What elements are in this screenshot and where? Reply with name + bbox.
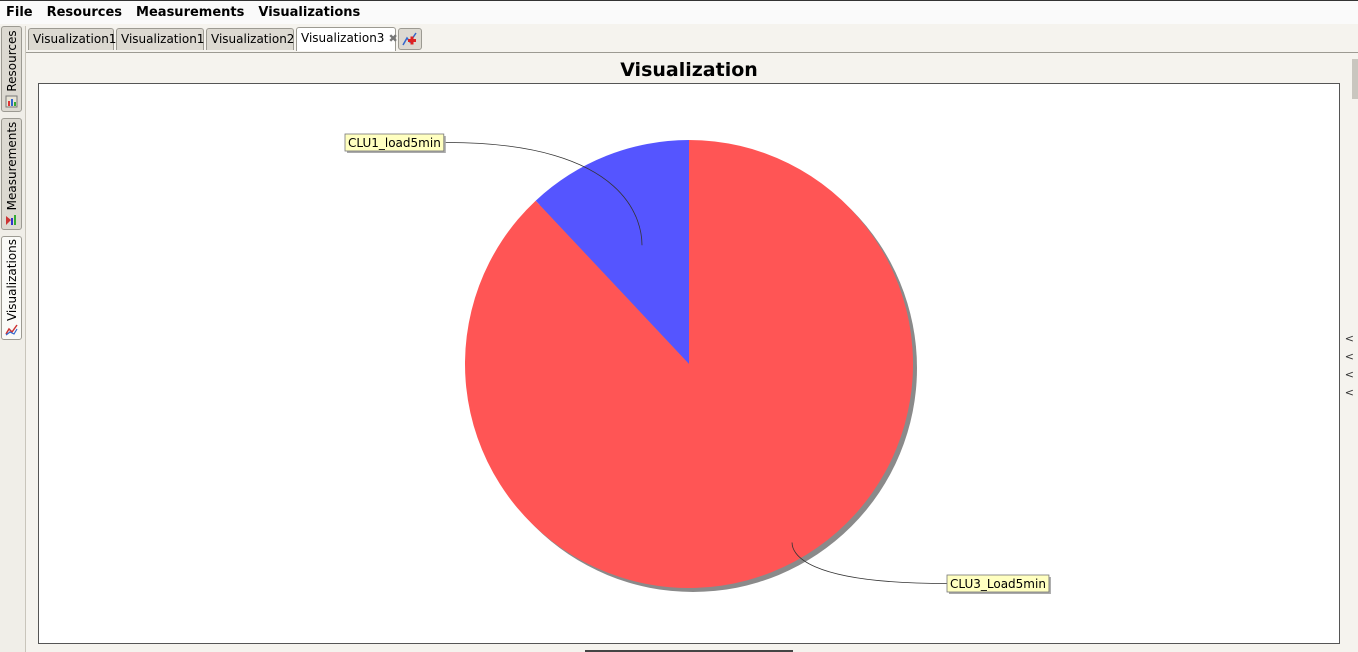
menu-visualizations[interactable]: Visualizations: [258, 5, 361, 20]
side-tab-resources-label: Resources: [4, 30, 19, 92]
close-tab-icon[interactable]: ✖: [388, 32, 398, 45]
menu-resources[interactable]: Resources: [46, 5, 123, 20]
measurements-icon: [6, 215, 16, 225]
collapse-chevron-4[interactable]: <: [1344, 386, 1354, 399]
collapse-chevron-1[interactable]: <: [1344, 332, 1354, 345]
tab-visualization3[interactable]: Visualization3 ✖: [296, 27, 398, 51]
menu-file[interactable]: File: [6, 5, 33, 20]
horizontal-scroll-indicator[interactable]: [585, 650, 793, 652]
menu-bar: File Resources Measurements Visualizatio…: [0, 0, 1358, 24]
add-visualization-button[interactable]: [398, 28, 422, 50]
pie-chart: CLU1_load5min CLU3_Load5min: [344, 133, 1051, 594]
tab-label: Visualization3: [301, 31, 385, 45]
add-visualization-icon: [402, 32, 417, 46]
tab-label: Visualization1: [121, 32, 205, 46]
tab-visualization1-a[interactable]: Visualization1: [28, 28, 117, 50]
tab-label: Visualization1: [33, 32, 117, 46]
chart-title: Visualization: [620, 59, 758, 81]
tab-label: Visualization2: [211, 32, 295, 46]
pie-slice-CLU3_Load5min[interactable]: [464, 140, 913, 588]
side-tab-measurements[interactable]: Measurements: [1, 118, 22, 230]
side-tab-bar: Resources Measurements Visualizations: [0, 26, 26, 652]
side-tab-visualizations[interactable]: Visualizations: [1, 236, 22, 340]
side-tab-measurements-label: Measurements: [4, 121, 19, 211]
tab-visualization2[interactable]: Visualization2: [206, 28, 294, 50]
menu-measurements[interactable]: Measurements: [136, 5, 245, 20]
pie-label-box: [946, 574, 1050, 593]
pie-leader-line: [443, 142, 643, 246]
pie-leader-line: [791, 542, 948, 584]
side-tab-visualizations-label: Visualizations: [4, 238, 19, 322]
side-tab-resources[interactable]: Resources: [1, 26, 22, 112]
visualizations-icon: [5, 324, 18, 336]
collapse-chevron-3[interactable]: <: [1344, 368, 1354, 381]
visualization-tab-strip: Visualization1 Visualization1 Visualizat…: [26, 26, 1358, 53]
pie-slice-CLU1_load5min[interactable]: [535, 140, 689, 364]
tab-visualization1-b[interactable]: Visualization1: [116, 28, 204, 50]
pie-label-CLU3_Load5min: CLU3_Load5min: [950, 577, 1046, 591]
resources-icon: [5, 95, 18, 108]
pie-label-box: [344, 133, 445, 152]
collapse-chevron-2[interactable]: <: [1344, 350, 1354, 363]
visualization-panel: Visualization CLU1_load5min CLU3_Load5min…: [26, 53, 1358, 652]
pie-label-CLU1_load5min: CLU1_load5min: [348, 136, 441, 150]
plot-area: CLU1_load5min CLU3_Load5min: [38, 83, 1340, 644]
vertical-scrollbar[interactable]: [1352, 59, 1358, 99]
